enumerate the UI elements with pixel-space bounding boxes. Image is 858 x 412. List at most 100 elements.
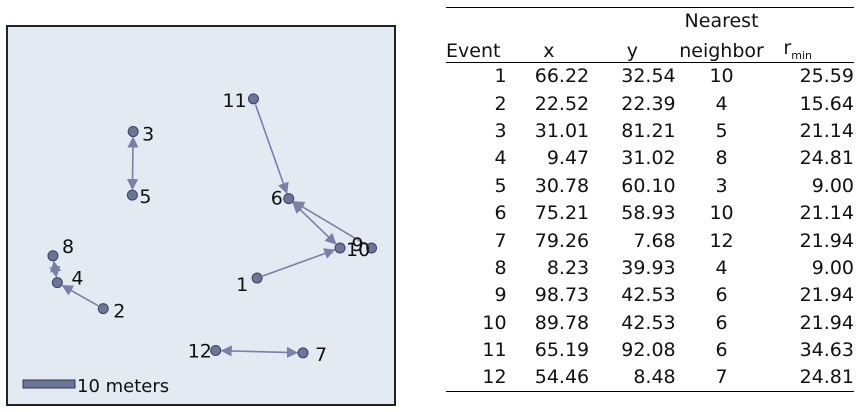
cell-nn: 10 bbox=[709, 202, 734, 225]
table-header-row: Event x y neighbor rmin bbox=[446, 32, 854, 63]
event-label-6: 6 bbox=[271, 188, 283, 210]
table-row: 6 75.21 58.93 10 21.14 bbox=[446, 199, 855, 226]
event-point-2 bbox=[97, 303, 109, 315]
cell-r: 21.94 bbox=[799, 311, 854, 334]
table-row: 12 54.46 8.48 7 24.81 bbox=[446, 364, 854, 392]
table-body: 1 66.22 32.54 10 25.59 2 22.52 22.39 4 15.64 3 31.0… bbox=[446, 63, 854, 392]
cell-x: 79.26 bbox=[534, 229, 590, 252]
event-label-7: 7 bbox=[315, 344, 327, 366]
header-y: y bbox=[626, 40, 639, 62]
cell-r: 34.63 bbox=[799, 339, 854, 362]
cell-nn: 6 bbox=[715, 339, 728, 362]
header-neighbor: neighbor bbox=[679, 40, 764, 62]
table-header-row-top: Nearest bbox=[446, 7, 854, 32]
event-label-8: 8 bbox=[62, 236, 74, 258]
cell-x: 8.23 bbox=[546, 256, 590, 279]
cell-y: 39.93 bbox=[621, 256, 676, 279]
cell-nn: 12 bbox=[709, 229, 734, 252]
table-row: 7 79.26 7.68 12 21.94 bbox=[446, 227, 855, 254]
event-point-11 bbox=[247, 93, 259, 105]
event-point-1 bbox=[251, 272, 263, 284]
cell-y: 32.54 bbox=[621, 65, 676, 88]
event-label-1: 1 bbox=[236, 274, 248, 296]
table-row: 4 9.47 31.02 8 24.81 bbox=[446, 145, 855, 172]
table-row: 5 30.78 60.10 3 9.00 bbox=[446, 172, 855, 199]
table-row: 11 65.19 92.08 6 34.63 bbox=[446, 336, 854, 363]
cell-event: 7 bbox=[494, 229, 507, 252]
cell-r: 24.81 bbox=[799, 147, 854, 170]
cell-nn: 4 bbox=[715, 92, 728, 115]
cell-x: 22.52 bbox=[534, 92, 590, 115]
cell-event: 3 bbox=[494, 119, 507, 142]
cell-r: 9.00 bbox=[811, 256, 854, 279]
event-point-10 bbox=[334, 242, 346, 254]
header-r: r bbox=[783, 37, 792, 60]
cell-event: 2 bbox=[494, 92, 507, 115]
cell-y: 81.21 bbox=[621, 119, 676, 142]
cell-y: 31.02 bbox=[621, 147, 676, 170]
header-nearest: Nearest bbox=[684, 10, 759, 32]
cell-x: 75.21 bbox=[534, 202, 590, 225]
cell-event: 12 bbox=[482, 366, 507, 389]
cell-x: 54.46 bbox=[534, 366, 590, 389]
cell-event: 10 bbox=[482, 311, 507, 334]
cell-event: 9 bbox=[494, 284, 507, 307]
event-label-2: 2 bbox=[113, 301, 125, 323]
cell-y: 7.68 bbox=[633, 229, 676, 252]
cell-x: 30.78 bbox=[534, 174, 590, 197]
cell-x: 65.19 bbox=[534, 339, 590, 362]
scale-bar-label: 10 meters bbox=[77, 376, 169, 397]
cell-nn: 10 bbox=[709, 65, 734, 88]
cell-y: 8.48 bbox=[633, 366, 676, 389]
cell-nn: 6 bbox=[715, 311, 728, 334]
arrow-11-to-6 bbox=[254, 104, 289, 195]
cell-event: 11 bbox=[482, 339, 507, 362]
header-r-sub: min bbox=[791, 49, 812, 62]
cell-r: 21.14 bbox=[799, 119, 854, 142]
event-point-5 bbox=[126, 189, 138, 201]
cell-x: 31.01 bbox=[534, 119, 590, 142]
cell-r: 21.94 bbox=[799, 229, 854, 252]
event-label-10: 10 bbox=[346, 239, 370, 261]
arrow-3-to-5 bbox=[126, 136, 139, 191]
nearest-neighbor-table: Nearest Event x y neighbor rmin 1 66.22 32… bbox=[446, 7, 854, 392]
cell-nn: 8 bbox=[715, 147, 728, 170]
cell-y: 58.93 bbox=[621, 202, 676, 225]
event-label-4: 4 bbox=[71, 268, 83, 290]
scale-bar-rect bbox=[22, 379, 76, 389]
cell-nn: 3 bbox=[715, 174, 728, 197]
event-label-3: 3 bbox=[142, 124, 154, 146]
table-row: 1 66.22 32.54 10 25.59 bbox=[446, 63, 855, 90]
cell-y: 42.53 bbox=[621, 284, 676, 307]
cell-event: 6 bbox=[494, 202, 507, 225]
table-row: 8 8.23 39.93 4 9.00 bbox=[446, 254, 855, 281]
nearest-neighbor-arrows bbox=[49, 104, 367, 359]
cell-nn: 5 bbox=[715, 119, 728, 142]
arrow-6-to-10 bbox=[292, 202, 337, 245]
cell-event: 8 bbox=[494, 256, 507, 279]
scale-bar: 10 meters bbox=[22, 376, 169, 397]
cell-r: 9.00 bbox=[811, 174, 854, 197]
cell-event: 1 bbox=[494, 65, 507, 88]
event-label-12: 12 bbox=[188, 340, 212, 362]
table-row: 3 31.01 81.21 5 21.14 bbox=[446, 117, 855, 144]
cell-x: 66.22 bbox=[534, 65, 590, 88]
cell-y: 60.10 bbox=[621, 174, 676, 197]
event-point-8 bbox=[47, 250, 59, 262]
event-point-3 bbox=[127, 126, 139, 138]
event-point-4 bbox=[51, 277, 63, 289]
cell-event: 5 bbox=[494, 174, 507, 197]
cell-y: 42.53 bbox=[621, 311, 676, 334]
cell-r: 15.64 bbox=[799, 92, 854, 115]
cell-r: 21.94 bbox=[799, 284, 854, 307]
cell-x: 98.73 bbox=[534, 284, 590, 307]
cell-y: 22.39 bbox=[621, 92, 676, 115]
cell-r: 21.14 bbox=[799, 202, 854, 225]
cell-nn: 4 bbox=[715, 256, 728, 279]
cell-r: 24.81 bbox=[799, 366, 854, 389]
header-x: x bbox=[543, 40, 555, 62]
cell-event: 4 bbox=[494, 147, 507, 170]
arrow-12-to-7 bbox=[220, 345, 299, 359]
cell-y: 92.08 bbox=[621, 339, 676, 362]
